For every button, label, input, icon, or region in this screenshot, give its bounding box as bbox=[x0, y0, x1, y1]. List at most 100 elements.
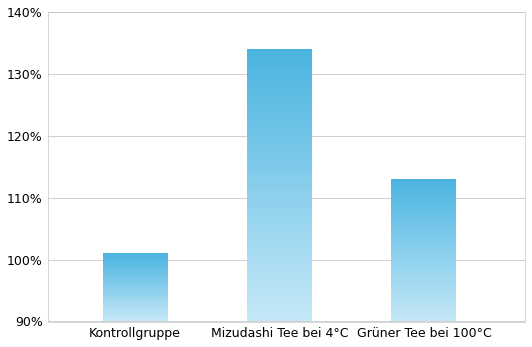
Bar bbox=[103, 289, 168, 290]
Bar bbox=[392, 195, 456, 196]
Bar bbox=[392, 274, 456, 275]
Bar bbox=[247, 262, 312, 263]
Bar bbox=[392, 248, 456, 249]
Bar bbox=[392, 280, 456, 281]
Bar bbox=[247, 129, 312, 131]
Bar bbox=[103, 266, 168, 267]
Bar bbox=[247, 116, 312, 117]
Bar bbox=[247, 75, 312, 76]
Bar bbox=[247, 150, 312, 151]
Bar bbox=[392, 201, 456, 202]
Bar bbox=[392, 287, 456, 288]
Bar bbox=[247, 207, 312, 209]
Bar bbox=[247, 56, 312, 57]
Bar bbox=[392, 182, 456, 183]
Bar bbox=[247, 156, 312, 158]
Bar bbox=[247, 87, 312, 88]
Bar bbox=[392, 294, 456, 295]
Bar bbox=[103, 294, 168, 295]
Bar bbox=[247, 272, 312, 274]
Bar bbox=[103, 260, 168, 261]
Bar bbox=[392, 179, 456, 180]
Bar bbox=[247, 214, 312, 215]
Bar bbox=[103, 291, 168, 292]
Bar bbox=[392, 215, 456, 216]
Bar bbox=[247, 140, 312, 142]
Bar bbox=[247, 69, 312, 71]
Bar bbox=[392, 188, 456, 189]
Bar bbox=[392, 229, 456, 230]
Bar bbox=[103, 270, 168, 271]
Bar bbox=[247, 106, 312, 108]
Bar bbox=[103, 311, 168, 312]
Bar bbox=[392, 260, 456, 261]
Bar bbox=[103, 269, 168, 270]
Bar bbox=[103, 314, 168, 315]
Bar bbox=[103, 283, 168, 284]
Bar bbox=[392, 314, 456, 315]
Bar bbox=[103, 316, 168, 317]
Bar bbox=[247, 294, 312, 296]
Bar bbox=[392, 184, 456, 185]
Bar bbox=[392, 281, 456, 282]
Bar bbox=[392, 220, 456, 221]
Bar bbox=[392, 279, 456, 280]
Bar bbox=[247, 319, 312, 320]
Bar bbox=[392, 196, 456, 197]
Bar bbox=[247, 241, 312, 243]
Bar bbox=[392, 223, 456, 224]
Bar bbox=[247, 64, 312, 66]
Bar bbox=[392, 282, 456, 283]
Bar bbox=[392, 240, 456, 241]
Bar bbox=[103, 320, 168, 321]
Bar bbox=[247, 215, 312, 217]
Bar bbox=[392, 249, 456, 250]
Bar bbox=[247, 212, 312, 214]
Bar bbox=[247, 209, 312, 210]
Bar bbox=[247, 174, 312, 176]
Bar bbox=[247, 131, 312, 132]
Bar bbox=[392, 183, 456, 184]
Bar bbox=[247, 192, 312, 194]
Bar bbox=[103, 282, 168, 283]
Bar bbox=[247, 313, 312, 315]
Bar bbox=[247, 72, 312, 74]
Bar bbox=[247, 204, 312, 206]
Bar bbox=[392, 233, 456, 234]
Bar bbox=[392, 311, 456, 312]
Bar bbox=[392, 296, 456, 297]
Bar bbox=[247, 211, 312, 212]
Bar bbox=[103, 302, 168, 303]
Bar bbox=[103, 266, 168, 267]
Bar bbox=[392, 320, 456, 321]
Bar bbox=[392, 206, 456, 207]
Bar bbox=[392, 192, 456, 193]
Bar bbox=[247, 300, 312, 301]
Bar bbox=[103, 277, 168, 278]
Bar bbox=[247, 180, 312, 181]
Bar bbox=[392, 299, 456, 300]
Bar bbox=[247, 304, 312, 305]
Bar bbox=[247, 127, 312, 128]
Bar bbox=[247, 297, 312, 298]
Bar bbox=[392, 273, 456, 274]
Bar bbox=[247, 286, 312, 287]
Bar bbox=[247, 240, 312, 241]
Bar bbox=[392, 294, 456, 295]
Bar bbox=[392, 213, 456, 214]
Bar bbox=[247, 128, 312, 129]
Bar bbox=[392, 185, 456, 186]
Bar bbox=[103, 290, 168, 291]
Bar bbox=[103, 309, 168, 310]
Bar bbox=[103, 300, 168, 301]
Bar bbox=[392, 254, 456, 255]
Bar bbox=[247, 74, 312, 75]
Bar bbox=[392, 266, 456, 268]
Bar bbox=[247, 144, 312, 146]
Bar bbox=[392, 292, 456, 293]
Bar bbox=[247, 306, 312, 308]
Bar bbox=[392, 198, 456, 199]
Bar bbox=[103, 261, 168, 262]
Bar bbox=[247, 252, 312, 253]
Bar bbox=[247, 172, 312, 173]
